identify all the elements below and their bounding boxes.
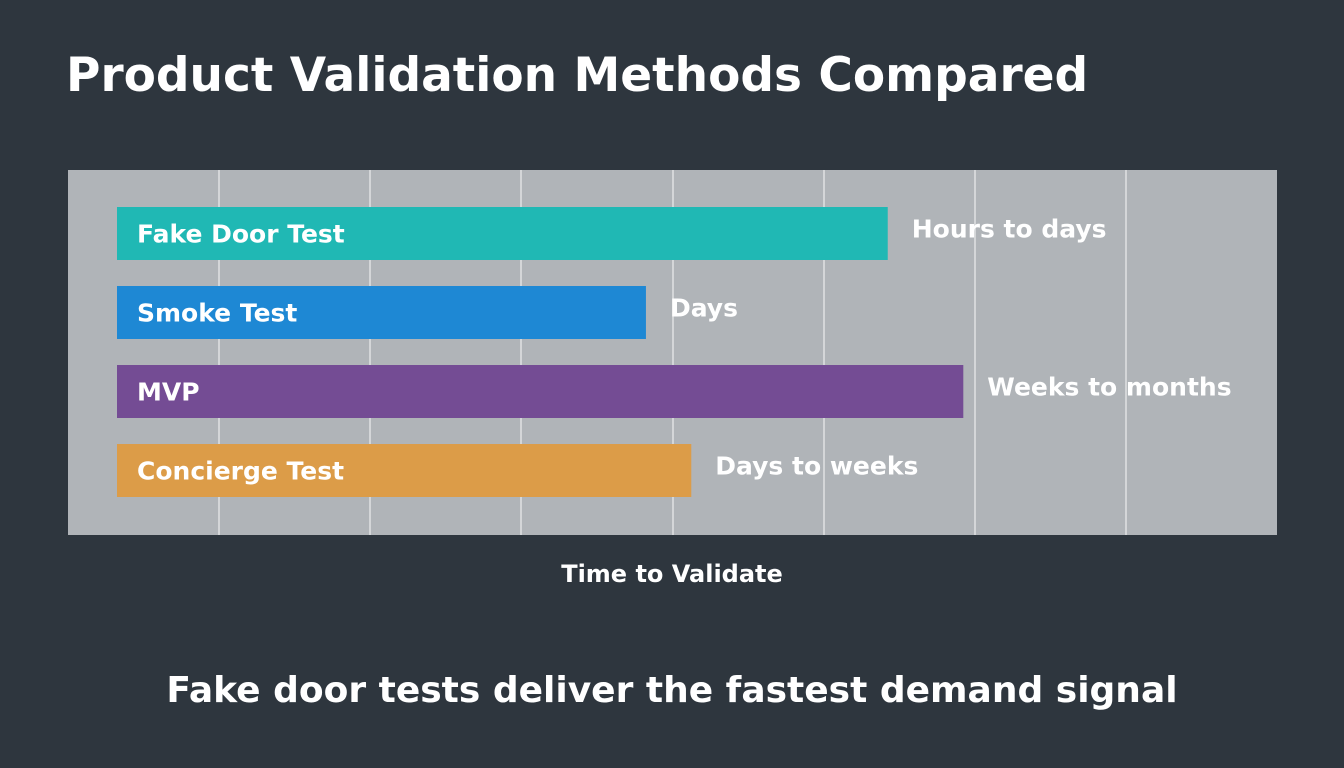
value-label: Hours to days [912,215,1107,244]
x-axis-label: Time to Validate [561,560,783,588]
value-label: Weeks to months [987,373,1231,402]
category-label: Fake Door Test [137,220,345,249]
bar-chart: Fake Door Test Hours to days Smoke Test Day… [117,170,1232,535]
bar [117,207,888,260]
value-label: Days to weeks [715,452,918,481]
bar [117,444,692,497]
bar [117,286,646,339]
bar [117,365,964,418]
category-label: Smoke Test [137,299,297,328]
footer-caption: Fake door tests deliver the fastest dema… [166,670,1178,711]
plot-area: Fake Door Test Hours to days Smoke Test Day… [68,170,1277,535]
chart-title: Product Validation Methods Compared [66,48,1089,103]
category-label: Concierge Test [137,457,344,486]
category-label: MVP [137,378,200,407]
value-label: Days [670,294,738,323]
